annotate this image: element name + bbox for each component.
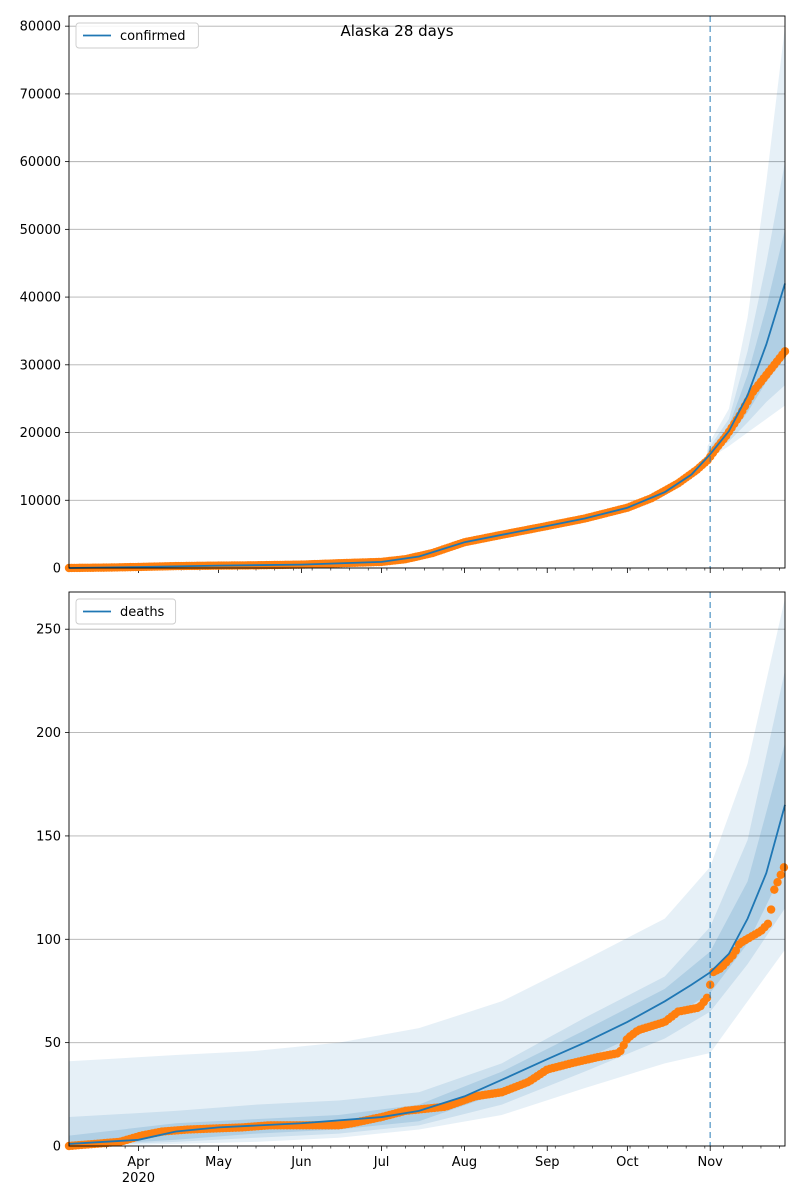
y-tick-label: 80000 — [20, 20, 61, 35]
y-tick-label: 20000 — [20, 426, 61, 441]
x-tick-label: Sep — [535, 1155, 560, 1170]
y-tick-label: 250 — [36, 623, 61, 638]
y-tick-label: 10000 — [20, 494, 61, 509]
x-tick-label: Jul — [373, 1155, 390, 1170]
uncertainty-band-inner — [69, 742, 785, 1146]
y-tick-label: 30000 — [20, 358, 61, 373]
confirmed-panel: 0 10000 20000 30000 40000 50000 60000 70000 8000… — [20, 15, 790, 577]
y-tick-label: 0 — [53, 1140, 61, 1155]
observed-point — [773, 878, 782, 887]
observed-point — [702, 993, 712, 1003]
y-tick-label: 40000 — [20, 291, 61, 306]
x-tick-label: Oct — [616, 1155, 638, 1170]
observed-point — [776, 870, 785, 879]
x-tick-label: May — [205, 1155, 232, 1170]
chart-title: Alaska 28 days — [340, 22, 453, 40]
y-tick-label: 100 — [36, 933, 61, 948]
observed-point — [766, 905, 776, 914]
y-tick-label: 60000 — [20, 155, 61, 170]
model-line-deaths — [68, 804, 786, 1145]
observed-point — [770, 885, 779, 894]
uncertainty-band-middle — [707, 161, 785, 458]
observed-points — [64, 347, 790, 573]
y-tick-label: 50 — [44, 1036, 61, 1051]
x-year-label: 2020 — [122, 1171, 155, 1186]
x-tick-label: Apr — [127, 1155, 150, 1170]
observed-point — [731, 946, 741, 955]
uncertainty-band-outer — [707, 26, 785, 460]
uncertainty-band-middle — [69, 670, 785, 1146]
legend: confirmed — [75, 22, 199, 49]
y-tick-label: 70000 — [20, 87, 61, 102]
x-tick-label: Aug — [452, 1155, 477, 1170]
x-tick-label: Nov — [698, 1155, 724, 1170]
legend-box — [75, 22, 199, 49]
legend-box — [75, 598, 177, 625]
model-line-confirmed — [68, 283, 786, 569]
axes-frame — [68, 15, 786, 569]
x-tick-label: Jun — [290, 1155, 311, 1170]
legend-label: confirmed — [120, 29, 186, 44]
observed-point — [763, 919, 773, 929]
legend-label: deaths — [120, 605, 165, 620]
uncertainty-band-outer — [69, 598, 785, 1146]
observed-point — [779, 863, 789, 872]
y-tick-label: 0 — [53, 562, 61, 577]
y-tick-label: 150 — [36, 829, 61, 844]
y-tick-label: 50000 — [20, 223, 61, 238]
legend: deaths — [75, 598, 177, 625]
y-tick-label: 200 — [36, 726, 61, 741]
axes-frame — [68, 591, 786, 1147]
